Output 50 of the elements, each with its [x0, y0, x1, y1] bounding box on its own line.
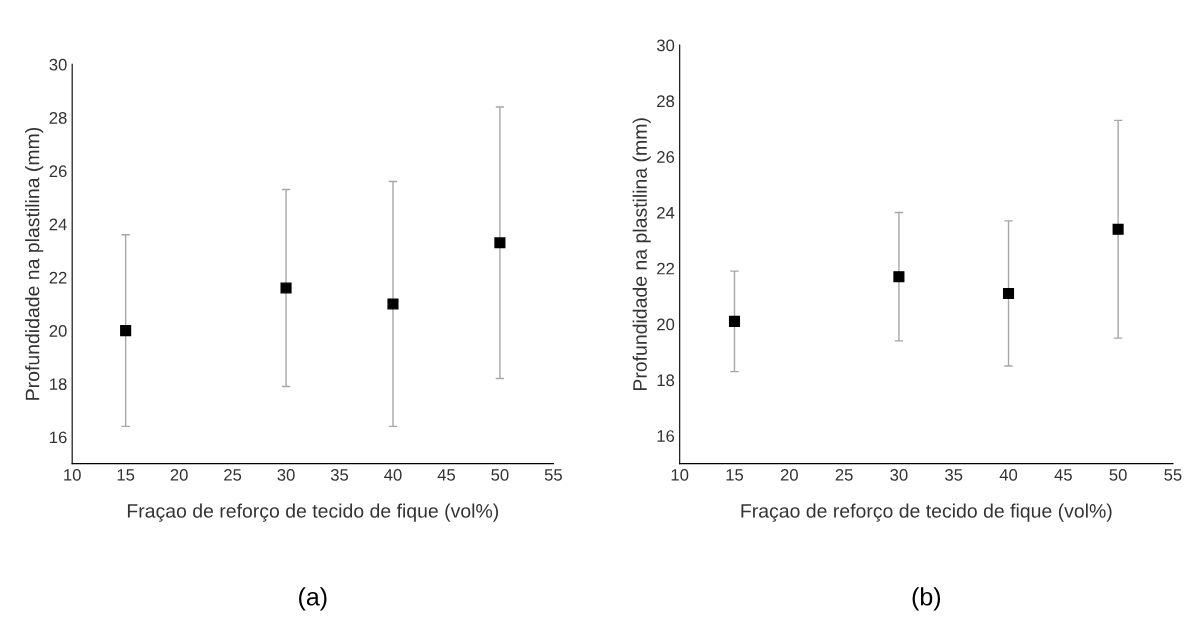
- y-tick-label: 28: [49, 112, 67, 124]
- x-tick-label: 50: [1109, 468, 1127, 481]
- y-tick-label: 22: [657, 262, 674, 275]
- x-tick-label: 35: [330, 468, 349, 481]
- y-tick-label: 18: [50, 378, 67, 391]
- point: [728, 315, 741, 327]
- y-axis-title: Profundidade na plastilina (mm): [25, 127, 44, 400]
- y-tick-label: 28: [657, 95, 675, 108]
- y-tick-label: 26: [49, 165, 67, 178]
- x-axis-title: Fraçao de reforço de tecido de fique (vol%): [741, 503, 1112, 522]
- y-tick-label: 30: [656, 39, 675, 52]
- point: [280, 282, 292, 294]
- x-tick-label: 10: [671, 468, 689, 481]
- x-tick-label: 20: [170, 468, 188, 481]
- point: [494, 237, 506, 249]
- x-tick-label: 45: [437, 469, 456, 481]
- x-axis-title: Fraçao de reforço de tecido de fique (vol%): [127, 503, 499, 522]
- y-tick-label: 30: [49, 58, 67, 71]
- y-tick-label: 18: [657, 374, 675, 387]
- text: (b): [912, 587, 941, 611]
- x-tick-label: 45: [1054, 469, 1072, 481]
- y-tick-label: 20: [657, 318, 675, 331]
- x-tick-label: 55: [544, 469, 562, 481]
- point: [387, 298, 399, 310]
- x-tick-label: 15: [726, 469, 744, 481]
- x-tick-label: 35: [945, 468, 963, 481]
- y-tick-label: 22: [49, 271, 67, 284]
- point: [893, 271, 905, 283]
- y-axis-title: Profundidade na plastilina (mm): [632, 118, 651, 391]
- x-tick-label: 15: [117, 469, 135, 481]
- x-tick-label: 25: [835, 468, 853, 481]
- x-tick-label: 55: [1164, 469, 1182, 481]
- point: [1112, 223, 1124, 235]
- y-tick-label: 26: [657, 151, 675, 163]
- x-tick-label: 20: [780, 468, 798, 481]
- x-tick-label: 40: [999, 468, 1018, 481]
- y-tick-label: 20: [49, 324, 67, 337]
- y-tick-label: 24: [49, 218, 67, 231]
- x-tick-label: 30: [277, 468, 295, 481]
- point: [1002, 287, 1015, 300]
- x-tick-label: 50: [491, 468, 509, 481]
- x-tick-label: 25: [224, 468, 242, 481]
- y-tick-label: 16: [50, 431, 67, 444]
- y-tick-label: 24: [657, 206, 675, 219]
- y-tick-label: 16: [657, 430, 675, 442]
- x-tick-label: 30: [890, 468, 908, 481]
- x-tick-label: 40: [384, 468, 402, 481]
- point: [120, 325, 132, 337]
- text: (a): [299, 587, 327, 611]
- x-tick-label: 10: [64, 468, 81, 481]
